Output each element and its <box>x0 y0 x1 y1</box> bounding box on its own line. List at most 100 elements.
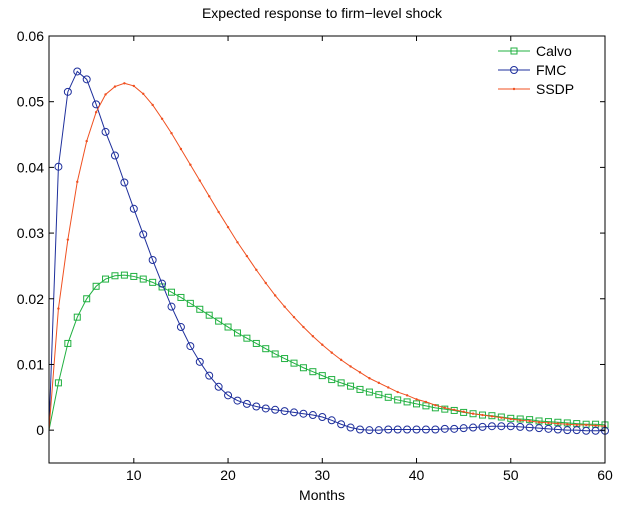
x-tick-label: 20 <box>220 467 236 483</box>
series-fmc-point <box>233 396 242 405</box>
series-fmc-point <box>393 425 402 434</box>
series-calvo-point <box>92 282 100 290</box>
series-fmc-point <box>506 422 515 431</box>
y-tick-label: 0.01 <box>17 356 44 372</box>
legend-calvo-point <box>510 47 518 55</box>
series-fmc-point <box>129 204 138 213</box>
series-ssdp-point <box>198 179 201 182</box>
series-ssdp-point <box>434 403 437 407</box>
series-calvo-point <box>64 339 72 347</box>
series-fmc-point <box>214 382 223 391</box>
x-tick-label: 60 <box>597 467 613 483</box>
series-ssdp-point <box>273 294 277 297</box>
series-ssdp-point <box>113 85 117 88</box>
series-calvo-point <box>347 382 355 390</box>
series-fmc-point <box>139 230 148 239</box>
series-fmc-point <box>582 426 591 435</box>
series-fmc-point <box>148 256 157 265</box>
series-ssdp-point <box>556 422 560 425</box>
series-fmc-point <box>186 342 195 351</box>
series-calvo-point <box>102 275 110 283</box>
series-calvo-point <box>544 418 552 426</box>
series-calvo-point <box>196 305 204 313</box>
series-calvo-point <box>224 323 232 331</box>
series-ssdp-point <box>471 412 475 415</box>
series-calvo-point <box>526 416 534 424</box>
series-calvo-point <box>516 415 524 423</box>
series-ssdp-point <box>151 103 154 107</box>
series-ssdp-point <box>179 147 183 151</box>
legend-entry-calvo: Calvo <box>498 43 572 59</box>
series-fmc-point <box>516 422 525 431</box>
series-fmc-point <box>82 75 91 84</box>
series-ssdp-point <box>311 335 315 338</box>
series-ssdp-point <box>481 413 484 417</box>
series-ssdp-point <box>500 416 503 419</box>
series-calvo-point <box>205 311 213 319</box>
series-ssdp-point <box>528 419 531 423</box>
series-fmc-point <box>158 279 167 288</box>
y-tick-label: 0.03 <box>17 225 44 241</box>
tick-layer: 10 20 30 40 50 60 0 0.01 0.02 0.03 0.04 0.05 0.06 <box>17 28 613 483</box>
legend-label-ssdp: SSDP <box>536 81 574 97</box>
y-tick-label: 0.05 <box>17 94 44 110</box>
series-fmc-point <box>525 423 534 432</box>
series-calvo-point <box>262 345 270 353</box>
series-ssdp-point <box>368 377 371 380</box>
series-layer <box>48 67 609 435</box>
series-ssdp-point <box>85 139 88 143</box>
series-ssdp-point <box>424 400 428 404</box>
series-fmc-point <box>167 302 176 311</box>
series-calvo-point <box>554 418 562 426</box>
series-ssdp-point <box>283 305 286 308</box>
x-tick-label: 50 <box>503 467 519 483</box>
series-calvo-point <box>177 293 185 301</box>
x-tick-label: 40 <box>409 467 425 483</box>
series-calvo-point <box>168 288 176 296</box>
series-fmc-point <box>365 426 374 435</box>
series-fmc <box>48 67 609 435</box>
series-calvo-point <box>271 350 279 358</box>
series-ssdp-point <box>443 406 446 410</box>
y-tick-label: 0.06 <box>17 28 44 44</box>
series-fmc-point <box>308 411 317 420</box>
series-calvo-point <box>365 388 373 396</box>
series-ssdp-point <box>123 82 126 85</box>
y-tick-label: 0.04 <box>17 159 44 175</box>
series-ssdp-point <box>490 415 494 418</box>
series-ssdp-line <box>48 82 606 431</box>
legend-ssdp-point <box>512 87 516 91</box>
series-calvo-point <box>299 364 307 372</box>
series-ssdp-point <box>462 410 465 413</box>
series-fmc-point <box>421 425 430 434</box>
series-fmc-point <box>63 87 72 96</box>
series-fmc-point <box>242 399 251 408</box>
series-ssdp-point <box>57 307 60 310</box>
series-fmc-point <box>290 408 299 417</box>
series-calvo-point <box>73 313 81 321</box>
series-calvo-point <box>337 379 345 387</box>
series-ssdp-point <box>518 419 522 422</box>
series-ssdp-point <box>302 325 305 329</box>
series-calvo-point <box>149 278 157 286</box>
series-fmc-point <box>195 357 204 366</box>
series-fmc-point <box>412 425 421 434</box>
y-tick-label: 0.02 <box>17 291 44 307</box>
x-tick-label: 10 <box>126 467 142 483</box>
series-ssdp-point <box>189 163 192 166</box>
series-calvo-point <box>563 419 571 427</box>
series-calvo-point <box>111 272 119 280</box>
series-fmc-point <box>54 162 63 171</box>
series-ssdp-point <box>170 132 173 135</box>
series-calvo-point <box>375 391 383 399</box>
series-fmc-point <box>252 402 261 411</box>
series-ssdp-point <box>217 210 220 214</box>
series-ssdp-point <box>292 315 296 319</box>
series-ssdp-point <box>405 394 409 397</box>
series-calvo-point <box>130 272 138 280</box>
series-ssdp-point <box>396 390 399 394</box>
series-ssdp-point <box>255 268 258 272</box>
series-fmc-point <box>92 100 101 109</box>
series-calvo-point <box>139 275 147 283</box>
series-calvo <box>48 271 609 431</box>
